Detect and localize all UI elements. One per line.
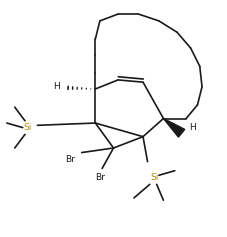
- Text: Si: Si: [23, 123, 31, 132]
- Polygon shape: [163, 118, 185, 137]
- Text: Br: Br: [95, 173, 105, 182]
- Text: Br: Br: [65, 155, 75, 164]
- Text: Si: Si: [150, 173, 158, 182]
- Text: H: H: [53, 82, 60, 91]
- Text: H: H: [190, 123, 196, 132]
